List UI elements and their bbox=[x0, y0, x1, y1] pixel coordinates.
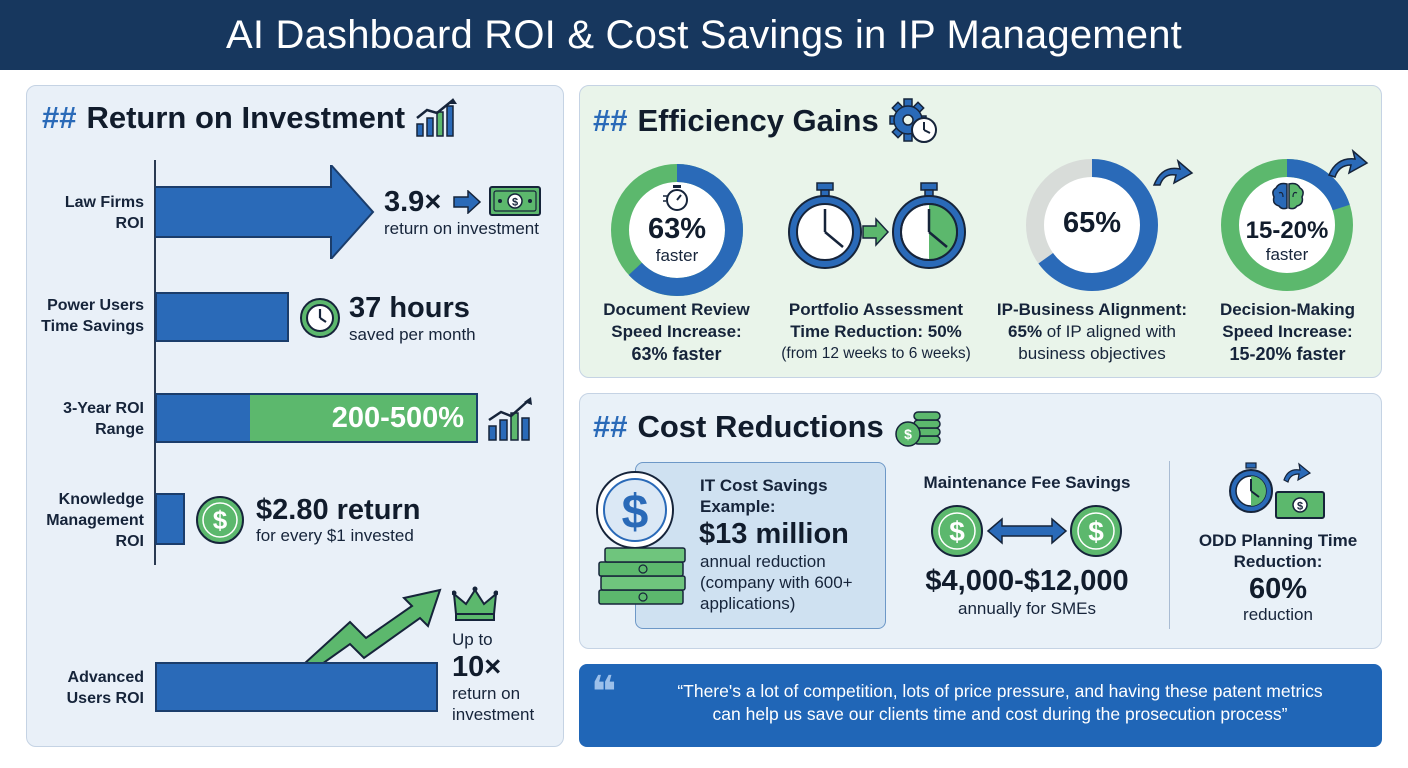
roi-value-knowledge: $2.80 return bbox=[256, 494, 421, 526]
page-header: AI Dashboard ROI & Cost Savings in IP Ma… bbox=[0, 0, 1408, 70]
roi-label-3-year: 3-Year ROI Range bbox=[63, 400, 144, 438]
document-review-ring-value: 63% bbox=[647, 213, 707, 245]
dollar-cash-stack-icon: $ bbox=[596, 471, 686, 605]
quote-banner bbox=[579, 664, 1382, 747]
roi-section-title: ## Return on Investment bbox=[42, 98, 459, 138]
document-review-caption: Document Review Speed Increase: 63% fast… bbox=[603, 300, 750, 364]
it-cost-label: IT Cost Savings Example: bbox=[700, 476, 828, 516]
arrow-right-icon bbox=[453, 190, 482, 214]
roi-prefix-advanced: Up to bbox=[452, 630, 493, 649]
efficiency-title: Efficiency Gains bbox=[637, 103, 879, 138]
coin-stack-icon: $ bbox=[895, 411, 941, 447]
svg-text:$: $ bbox=[904, 426, 912, 442]
roi-bar-3-year-base bbox=[155, 393, 251, 443]
roi-bar-3-year-range: 200-500% bbox=[250, 393, 478, 443]
decision-caption: Decision-Making Speed Increase: 15-20% f… bbox=[1219, 300, 1356, 364]
roi-caption-advanced: return on investment bbox=[452, 684, 535, 724]
alignment-caption: IP-Business Alignment: 65% of IP aligned… bbox=[996, 300, 1188, 363]
gear-clock-icon bbox=[888, 98, 937, 143]
document-review-ring bbox=[611, 164, 743, 296]
roi-bar-advanced bbox=[155, 662, 438, 712]
clock-icon bbox=[300, 298, 340, 338]
roi-value-law-firms: 3.9× bbox=[384, 186, 442, 218]
roi-bar-power-users bbox=[155, 292, 289, 342]
portfolio-caption: Portfolio Assessment Time Reduction: 50%… bbox=[781, 300, 971, 362]
quote-text: “There's a lot of competition, lots of p… bbox=[677, 681, 1323, 724]
dollar-coin-icon: $ bbox=[196, 496, 244, 544]
maintenance-caption: annually for SMEs bbox=[958, 599, 1096, 618]
roi-label-power-users: Power Users Time Savings bbox=[41, 297, 144, 335]
roi-caption-knowledge: for every $1 invested bbox=[256, 526, 414, 545]
odd-value: 60% bbox=[1248, 573, 1308, 605]
clock-cash-icon: $ bbox=[1229, 462, 1325, 519]
bar-chart-trend-icon bbox=[416, 98, 458, 137]
roi-label-knowledge: Knowledge Management ROI bbox=[46, 491, 144, 550]
roi-value-advanced: 10× bbox=[452, 651, 502, 683]
quote-mark-icon: ❝ bbox=[591, 668, 617, 717]
crown-icon bbox=[452, 586, 498, 621]
odd-caption: reduction bbox=[1243, 605, 1313, 624]
maintenance-title: Maintenance Fee Savings bbox=[923, 473, 1131, 492]
svg-text:$: $ bbox=[622, 486, 649, 539]
roi-axis bbox=[154, 160, 156, 565]
growth-chart-icon bbox=[488, 397, 532, 441]
roi-label-advanced: Advanced Users ROI bbox=[66, 669, 144, 707]
decision-ring-sub: faster bbox=[1265, 245, 1309, 264]
document-review-ring-sub: faster bbox=[655, 246, 699, 265]
roi-bar-law-firms bbox=[155, 165, 375, 259]
growth-arrow-icon bbox=[301, 588, 442, 665]
coins-exchange-icon: $ $ bbox=[931, 505, 1122, 557]
cash-icon: $ bbox=[489, 186, 541, 216]
roi-title: Return on Investment bbox=[86, 100, 406, 135]
efficiency-hash: ## bbox=[593, 103, 628, 138]
brain-icon bbox=[1272, 182, 1304, 210]
stopwatch-icon bbox=[663, 185, 688, 211]
page-title: AI Dashboard ROI & Cost Savings in IP Ma… bbox=[225, 12, 1182, 57]
svg-text:$: $ bbox=[949, 516, 965, 547]
efficiency-section-title: ## Efficiency Gains bbox=[593, 98, 939, 144]
it-cost-value: $13 million bbox=[699, 518, 849, 550]
roi-bar-knowledge bbox=[155, 493, 185, 545]
alignment-ring-value: 65% bbox=[1062, 207, 1122, 239]
odd-label: ODD Planning Time Reduction: bbox=[1198, 531, 1358, 571]
roi-value-power-users: 37 hours bbox=[349, 292, 470, 324]
svg-text:$: $ bbox=[1297, 501, 1303, 513]
svg-text:$: $ bbox=[512, 197, 518, 209]
it-cost-caption: annual reduction (company with 600+ appl… bbox=[700, 552, 853, 613]
svg-text:$: $ bbox=[1088, 516, 1104, 547]
roi-caption-power-users: saved per month bbox=[349, 325, 476, 344]
decision-ring bbox=[1221, 148, 1369, 291]
roi-hash: ## bbox=[42, 100, 77, 135]
cost-title: Cost Reductions bbox=[637, 409, 884, 444]
portfolio-stopwatches-icon bbox=[788, 182, 966, 269]
roi-value-3-year: 200-500% bbox=[331, 401, 464, 434]
cost-section-title: ## Cost Reductions $ bbox=[593, 406, 942, 448]
roi-caption-law-firms: return on investment bbox=[384, 219, 539, 238]
cost-hash: ## bbox=[593, 409, 628, 444]
maintenance-value: $4,000-$12,000 bbox=[925, 565, 1129, 597]
decision-ring-value: 15-20% bbox=[1245, 217, 1329, 244]
svg-text:$: $ bbox=[213, 505, 228, 535]
roi-label-law-firms: Law Firms ROI bbox=[64, 194, 144, 232]
cost-divider bbox=[1169, 461, 1170, 629]
alignment-ring bbox=[1026, 158, 1194, 291]
